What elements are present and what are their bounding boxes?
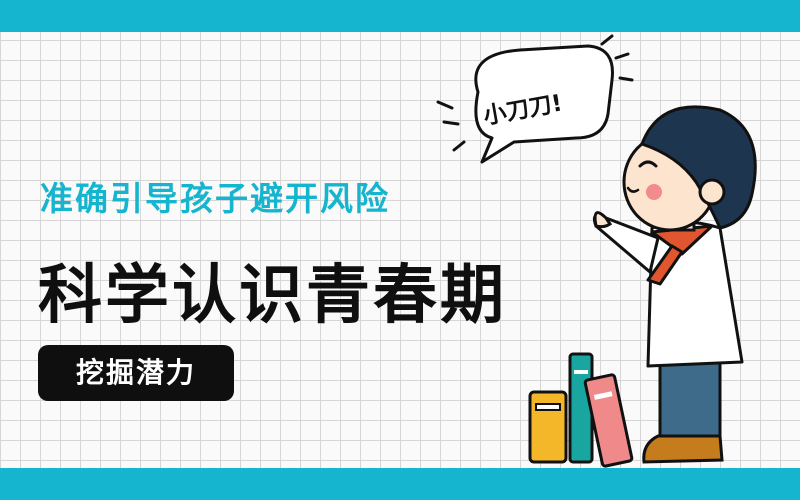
books-icon [528, 352, 634, 468]
speech-bubble: 小刀刀! [436, 34, 634, 164]
main-title: 科学认识青春期 [38, 259, 507, 333]
subtitle: 准确引导孩子避开风险 [40, 179, 390, 218]
bottom-accent-bar [0, 468, 800, 500]
illustration: 小刀刀! [436, 34, 757, 468]
tag-label: 挖掘潜力 [75, 356, 196, 389]
character-illustration [592, 105, 757, 464]
tag-badge: 挖掘潜力 [38, 345, 234, 401]
top-accent-bar [0, 0, 800, 32]
